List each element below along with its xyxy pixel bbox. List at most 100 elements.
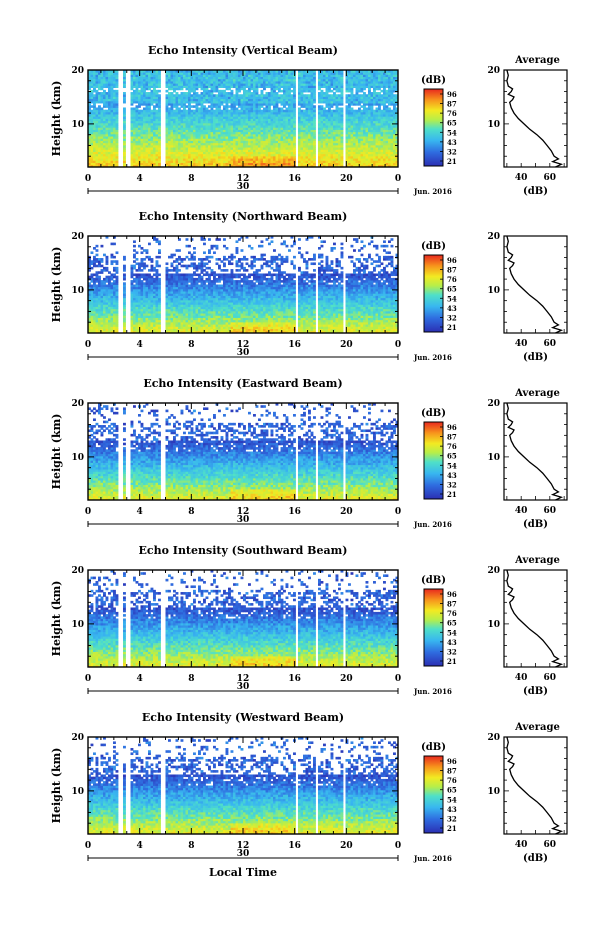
heatmap-cell [351, 107, 354, 110]
heatmap-cell [323, 92, 326, 95]
heatmap-cell [291, 116, 294, 119]
heatmap-cell [216, 116, 219, 119]
heatmap-cell [298, 116, 301, 119]
heatmap-cell [258, 99, 261, 102]
heatmap-cell [231, 123, 234, 126]
heatmap-cell [351, 116, 354, 119]
heatmap-cell [253, 116, 256, 119]
heatmap-cell [338, 99, 341, 102]
heatmap-cell [391, 92, 394, 95]
heatmap-cell [256, 107, 259, 110]
heatmap-cell [116, 74, 119, 77]
heatmap-cell [223, 99, 226, 102]
heatmap-cell [323, 116, 326, 119]
heatmap-cell [133, 123, 136, 126]
heatmap-cell [228, 74, 231, 77]
heatmap-cell [171, 123, 174, 126]
heatmap-cell [376, 74, 379, 77]
heatmap-cell [98, 99, 101, 102]
heatmap-cell [226, 107, 229, 110]
heatmap-cell [321, 74, 324, 77]
heatmap-cell [223, 92, 226, 95]
heatmap-cell [333, 99, 336, 102]
heatmap-cell [146, 123, 149, 126]
heatmap-cell [106, 99, 109, 102]
heatmap-cell [281, 94, 284, 97]
heatmap-cell [93, 99, 96, 102]
heatmap-cell [263, 116, 266, 119]
heatmap-cell [221, 123, 224, 126]
heatmap-cell [353, 110, 356, 113]
heatmap-cell [173, 110, 176, 113]
heatmap-cell [328, 123, 331, 126]
heatmap-cell [268, 116, 271, 119]
heatmap-cell [143, 99, 146, 102]
heatmap-cell [153, 83, 156, 86]
heatmap-cell [363, 123, 366, 126]
heatmap-cell [326, 83, 329, 86]
heatmap-cell [356, 99, 359, 102]
colorbar-tick-label: 21 [447, 157, 457, 166]
heatmap-cell [358, 99, 361, 102]
heatmap-cell [213, 116, 216, 119]
heatmap-cell [273, 107, 276, 110]
heatmap-cell [176, 92, 179, 95]
heatmap-cell [101, 116, 104, 119]
heatmap-cell [383, 116, 386, 119]
heatmap-cell [218, 92, 221, 95]
heatmap-cell [386, 92, 389, 95]
heatmap-cell [303, 110, 306, 113]
heatmap-cell [138, 90, 141, 93]
heatmap-cell [153, 74, 156, 77]
heatmap-cell [276, 107, 279, 110]
heatmap-cell [288, 116, 291, 119]
heatmap-cell [306, 74, 309, 77]
heatmap-cell [286, 116, 289, 119]
heatmap-cell [266, 74, 269, 77]
heatmap-cell [148, 116, 151, 119]
heatmap-cell [173, 74, 176, 77]
heatmap-cell [101, 74, 104, 77]
heatmap-cell [356, 74, 359, 77]
heatmap-cell [338, 83, 341, 86]
heatmap-cell [101, 92, 104, 95]
heatmap-cell [248, 107, 251, 110]
heatmap-cell [336, 94, 339, 97]
heatmap-cell [156, 83, 159, 86]
heatmap-cell [328, 74, 331, 77]
heatmap-cell [346, 94, 349, 97]
heatmap-cell [238, 74, 241, 77]
heatmap-cell [166, 90, 169, 93]
heatmap-cell [246, 116, 249, 119]
heatmap-cell [336, 99, 339, 102]
heatmap-cell [331, 116, 334, 119]
heatmap-cell [178, 123, 181, 126]
heatmap-cell [136, 74, 139, 77]
heatmap-cell [208, 90, 211, 93]
heatmap-cell [216, 99, 219, 102]
heatmap-cell [158, 94, 161, 97]
heatmap-cell [388, 83, 391, 86]
heatmap-cell [306, 99, 309, 102]
heatmap-cell [131, 92, 134, 95]
heatmap-cell [233, 123, 236, 126]
heatmap-cell [131, 83, 134, 86]
heatmap-cell [158, 123, 161, 126]
heatmap-cell [98, 92, 101, 95]
heatmap-cell [108, 107, 111, 110]
x-tick-label: 4 [137, 174, 143, 184]
heatmap-cell [168, 116, 171, 119]
heatmap-cell [278, 94, 281, 97]
heatmap-cell [333, 123, 336, 126]
heatmap-cell [206, 92, 209, 95]
heatmap-cell [376, 123, 379, 126]
heatmap-cell [218, 123, 221, 126]
heatmap-cell [253, 83, 256, 86]
heatmap-cell [116, 83, 119, 86]
heatmap-cell [256, 123, 259, 126]
heatmap-cell [231, 74, 234, 77]
heatmap-cell [221, 116, 224, 119]
heatmap-cell [183, 116, 186, 119]
heatmap-cell [181, 123, 184, 126]
heatmap-cell [256, 83, 259, 86]
